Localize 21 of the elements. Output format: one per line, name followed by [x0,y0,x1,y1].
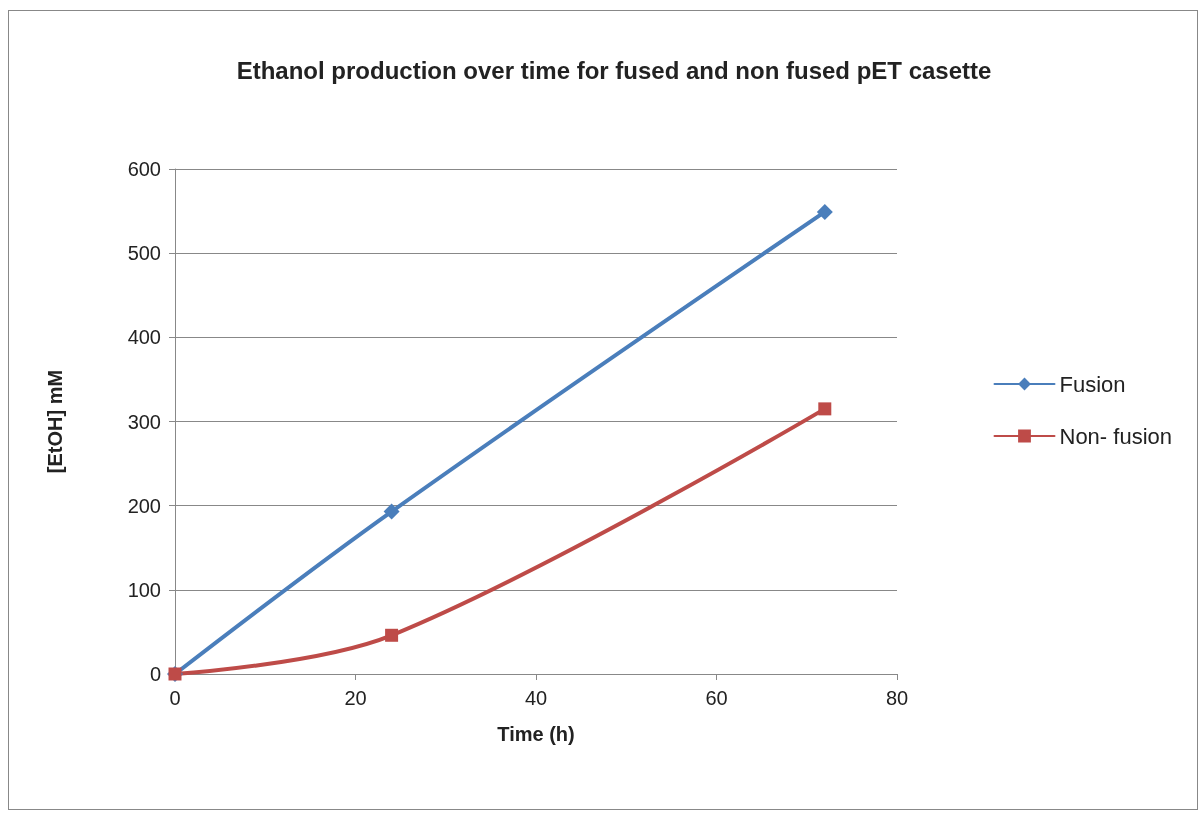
x-tick-label: 60 [705,687,728,709]
x-tick-label: 40 [524,687,548,709]
x-tick-label: 20 [344,687,367,709]
y-tick-label: 500 [127,242,161,265]
y-tick-label: 600 [127,158,161,180]
y-tick-label: 0 [149,663,161,685]
legend-label: Fusion [1059,371,1126,397]
legend-label: Non- fusion [1059,423,1173,449]
y-axis-title: [EtOH] mM [44,369,66,474]
y-tick-label: 200 [127,494,161,517]
chart-title: Ethanol production over time for fused and non fused pET casette [236,56,992,84]
point [383,503,400,520]
point [818,402,832,416]
point [816,203,833,220]
x-axis-title: Time (h) [497,723,575,745]
x-tick-label: 80 [885,687,909,709]
y-tick-label: 100 [127,578,161,601]
point [385,628,399,642]
y-tick-label: 400 [127,326,161,349]
x-tick-label: 0 [169,687,181,709]
y-tick-label: 300 [127,410,161,433]
